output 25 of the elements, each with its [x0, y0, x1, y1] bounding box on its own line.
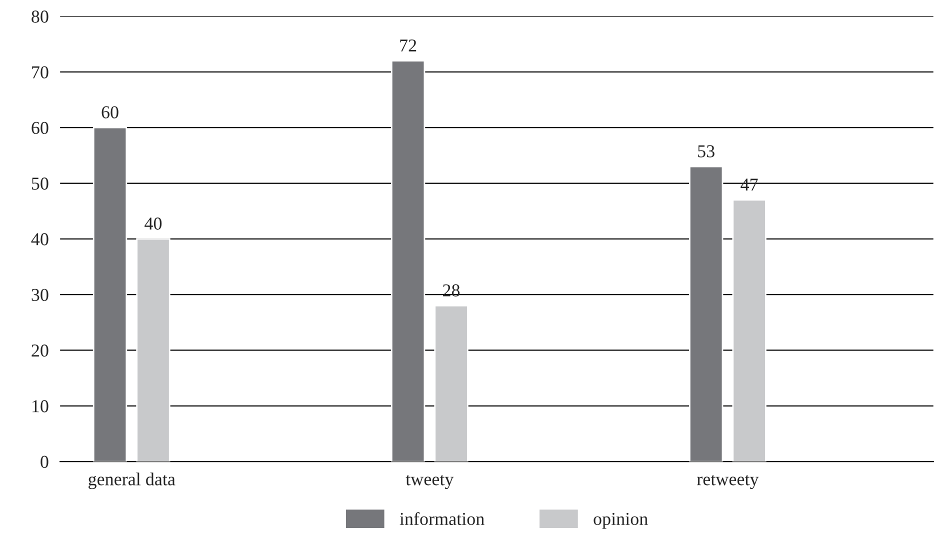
y-tick-label: 60: [32, 122, 48, 134]
bar: [434, 305, 468, 462]
bar: [390, 60, 426, 462]
y-tick-label: 10: [32, 400, 48, 412]
data-label: 53: [698, 145, 714, 158]
y-tick-label: 80: [32, 10, 48, 23]
y-tick-label: 20: [32, 344, 48, 357]
y-tick-label: 40: [31, 233, 48, 246]
legend-label: information: [400, 512, 484, 526]
data-label: 40: [144, 218, 162, 230]
y-tick-label: 0: [40, 456, 48, 468]
data-label: 60: [102, 106, 118, 118]
data-label: 28: [443, 284, 460, 296]
bar: [92, 126, 128, 462]
x-tick-label: tweety: [406, 474, 454, 490]
y-tick-label: 50: [32, 178, 48, 190]
x-tick-label: general data: [88, 472, 176, 490]
bar: [689, 166, 724, 462]
x-tick-label: retweety: [697, 474, 759, 490]
y-tick-label: 30: [32, 288, 48, 302]
data-label: 72: [400, 39, 416, 52]
legend-label: opinion: [594, 512, 648, 529]
bar: [732, 199, 766, 462]
bar: [136, 238, 170, 462]
y-tick-label: 70: [32, 66, 48, 78]
